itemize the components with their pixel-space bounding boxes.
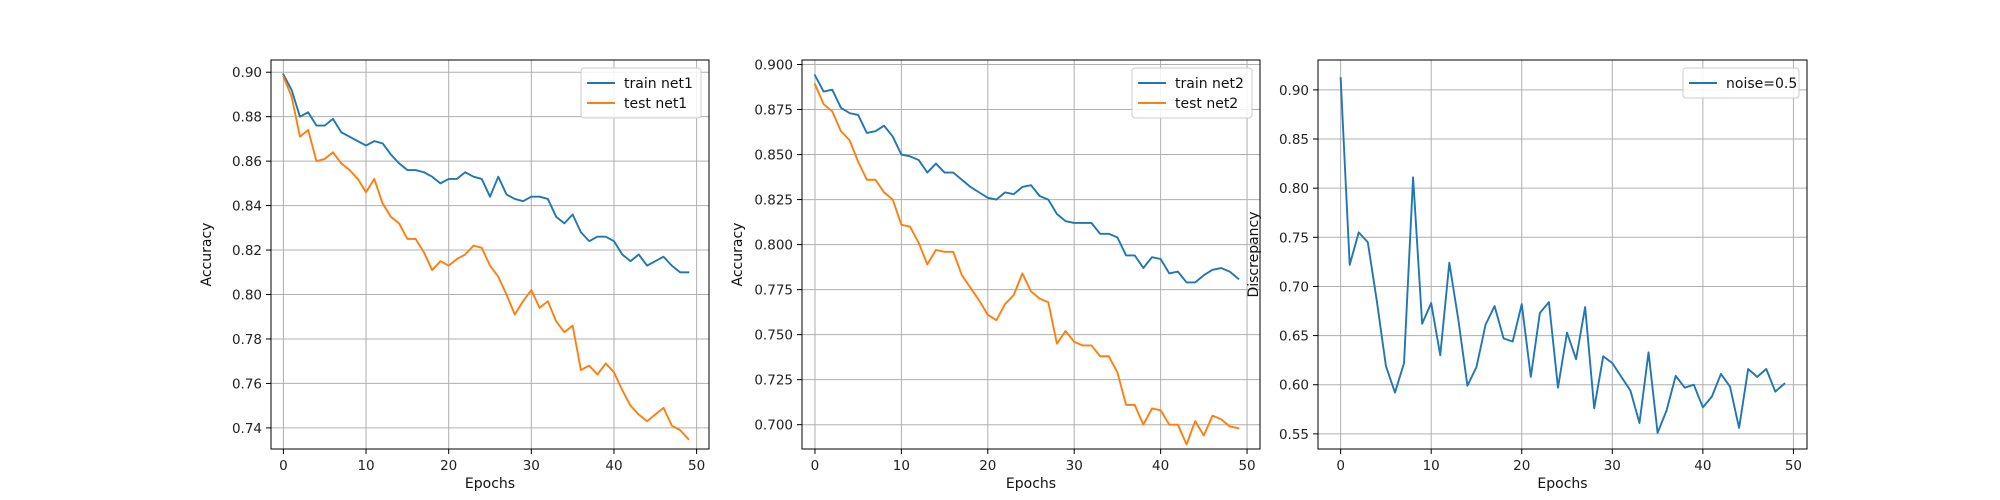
x-axis-label: Epochs [1537, 476, 1587, 492]
x-axis-label: Epochs [1006, 476, 1056, 492]
y-tick-label: 0.750 [754, 328, 793, 344]
y-tick-label: 0.88 [232, 110, 262, 126]
y-axis-label: Discrepancy [1246, 211, 1262, 297]
legend-label: test net2 [1175, 96, 1238, 112]
legend-label: train net2 [1175, 76, 1244, 92]
x-tick-label: 40 [605, 458, 622, 474]
x-tick-label: 50 [1785, 458, 1802, 474]
series-line-1 [282, 73, 690, 274]
y-tick-label: 0.65 [1279, 329, 1309, 345]
y-tick-label: 0.60 [1279, 378, 1309, 394]
x-tick-label: 50 [688, 458, 705, 474]
x-tick-label: 30 [523, 458, 540, 474]
y-tick-label: 0.86 [232, 154, 262, 170]
chart-panel-3: 0 10 20 30 40 50 0.55 0.60 0.65 0.70 0.75 0.80 0.85 0… [1246, 59, 1808, 492]
y-tick-label: 0.80 [232, 288, 262, 304]
series-line-2 [282, 75, 690, 441]
legend-box [1131, 67, 1253, 119]
y-tick-label: 0.75 [1279, 230, 1309, 246]
legend-label: test net1 [624, 96, 687, 112]
legend-box [1682, 67, 1800, 99]
x-tick-label: 0 [279, 458, 288, 474]
y-tick-label: 0.78 [232, 332, 262, 348]
x-tick-label: 10 [357, 458, 374, 474]
legend: noise=0.5 [1682, 67, 1800, 99]
y-tick-label: 0.55 [1279, 427, 1309, 443]
y-tick-label: 0.800 [754, 238, 793, 254]
y-axis-label: Accuracy [730, 223, 746, 287]
axes-frame [270, 59, 710, 450]
chart-panel-1: 0 10 20 30 40 50 0.74 0.76 0.78 0.80 0.82 0.84 0.86 0… [199, 59, 710, 492]
axes-frame [1317, 59, 1808, 450]
x-tick-label: 30 [1066, 458, 1083, 474]
x-tick-label: 10 [1423, 458, 1440, 474]
y-tick-label: 0.700 [754, 418, 793, 434]
x-tick-label: 10 [893, 458, 910, 474]
series-line-2 [813, 83, 1240, 446]
y-tick-label: 0.85 [1279, 132, 1309, 148]
y-tick-label: 0.825 [754, 193, 793, 209]
legend-box [580, 67, 702, 119]
y-tick-label: 0.775 [754, 283, 793, 299]
legend: train net1 test net1 [580, 67, 702, 119]
chart-panel-2: 0 10 20 30 40 50 0.700 0.725 0.750 0.775 0.800 0.82… [730, 58, 1261, 492]
y-tick-label: 0.900 [754, 58, 793, 74]
y-tick-label: 0.90 [232, 65, 262, 81]
y-tick-label: 0.875 [754, 103, 793, 119]
legend: train net2 test net2 [1131, 67, 1253, 119]
x-tick-label: 30 [1604, 458, 1621, 474]
x-tick-label: 20 [1513, 458, 1530, 474]
y-tick-label: 0.76 [232, 376, 262, 392]
x-tick-label: 40 [1152, 458, 1169, 474]
x-tick-label: 40 [1694, 458, 1711, 474]
y-tick-label: 0.80 [1279, 181, 1309, 197]
y-tick-label: 0.82 [232, 243, 262, 259]
x-tick-label: 0 [1336, 458, 1345, 474]
axes-frame [801, 59, 1261, 450]
legend-label: train net1 [624, 76, 693, 92]
x-axis-label: Epochs [465, 476, 515, 492]
y-tick-label: 0.725 [754, 373, 793, 389]
x-tick-label: 20 [440, 458, 457, 474]
series-line-1 [813, 74, 1240, 284]
y-tick-label: 0.850 [754, 148, 793, 164]
legend-label: noise=0.5 [1726, 76, 1797, 92]
y-axis-label: Accuracy [199, 223, 215, 287]
x-tick-label: 20 [979, 458, 996, 474]
y-tick-label: 0.70 [1279, 279, 1309, 295]
series-line-1 [1339, 77, 1786, 434]
y-tick-label: 0.90 [1279, 83, 1309, 99]
x-tick-label: 50 [1238, 458, 1255, 474]
y-tick-label: 0.84 [232, 199, 262, 215]
x-tick-label: 0 [811, 458, 820, 474]
y-tick-label: 0.74 [232, 421, 262, 437]
